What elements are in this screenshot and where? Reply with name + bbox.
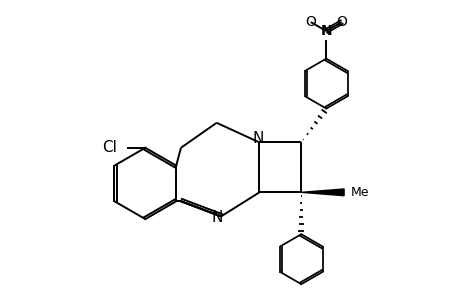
- Text: O: O: [336, 15, 347, 29]
- Polygon shape: [301, 189, 343, 196]
- Text: Me: Me: [351, 186, 369, 199]
- Text: O: O: [305, 15, 316, 29]
- Text: N: N: [320, 24, 331, 38]
- Text: N: N: [252, 131, 263, 146]
- Text: Cl: Cl: [102, 140, 117, 155]
- Text: N: N: [212, 210, 223, 225]
